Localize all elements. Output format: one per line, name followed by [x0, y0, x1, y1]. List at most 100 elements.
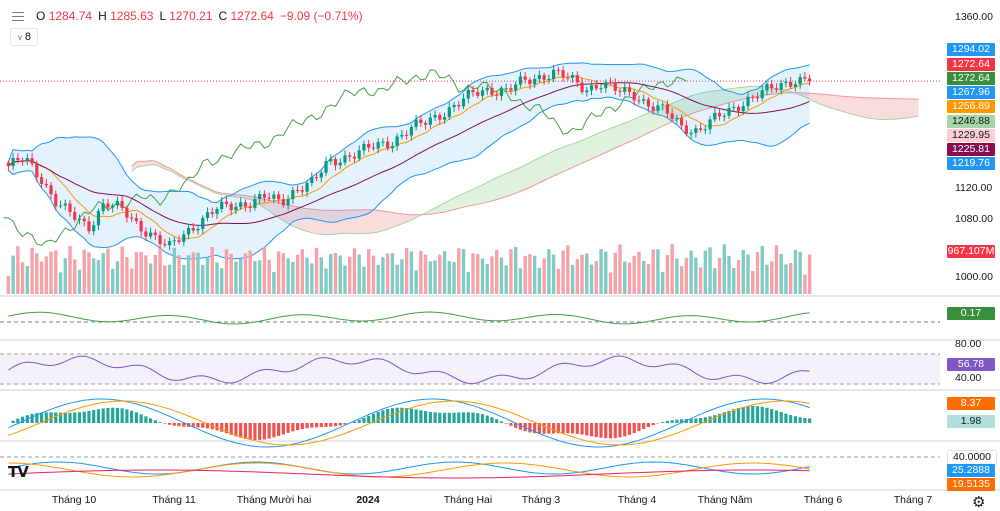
low-label: L	[159, 9, 166, 23]
candle-body	[87, 221, 91, 232]
candle-body	[11, 157, 15, 167]
volume-bar	[679, 266, 684, 294]
volume-bar	[433, 260, 437, 294]
candle-body	[300, 190, 304, 192]
x-tick-label: 2024	[356, 494, 380, 506]
candle-body	[447, 107, 451, 117]
candle-body	[722, 115, 726, 117]
macd-hist-bar	[755, 406, 760, 423]
candle-body	[130, 217, 134, 219]
volume-bar	[68, 246, 72, 294]
candle-body	[471, 89, 475, 93]
candle-body	[248, 206, 252, 208]
x-tick-label: Tháng 10	[51, 494, 97, 506]
volume-bar	[30, 247, 34, 294]
macd-hist-bar	[58, 412, 63, 423]
candle-body	[680, 118, 684, 126]
volume-bar	[803, 274, 807, 294]
volume-bar	[542, 258, 546, 294]
cloud-segment	[501, 173, 507, 199]
gear-icon[interactable]: ⚙	[972, 494, 986, 511]
volume-bar	[376, 264, 380, 294]
macd-hist-bar	[637, 423, 641, 432]
cloud-segment	[823, 94, 829, 108]
cloud-segment	[288, 204, 293, 226]
cloud-segment	[316, 209, 322, 235]
volume-bar	[575, 259, 580, 294]
volume-bar	[400, 259, 404, 294]
candle-body	[54, 194, 58, 207]
macd-hist-bar	[703, 417, 707, 423]
macd-hist-bar	[20, 416, 25, 423]
cloud-segment	[387, 211, 393, 230]
candle-body	[547, 79, 551, 81]
cloud-segment	[615, 124, 620, 149]
macd-hist-bar	[566, 423, 570, 434]
volume-bar	[144, 255, 148, 294]
macd-hist-bar	[295, 423, 300, 431]
menu-icon[interactable]	[12, 11, 24, 21]
cloud-segment	[572, 142, 578, 168]
candle-body	[646, 99, 651, 107]
macd-hist-bar	[324, 423, 328, 427]
volume-bar	[547, 249, 551, 294]
candle-body	[751, 96, 755, 98]
volume-bar	[760, 245, 764, 294]
ichimoku-cloud	[131, 85, 919, 236]
macd-hist-bar	[30, 413, 34, 423]
cloud-segment	[444, 200, 450, 212]
macd-hist-bar	[680, 419, 684, 423]
di-badge: 19.5135	[947, 478, 995, 491]
volume-bar	[447, 261, 451, 294]
volume-bar	[115, 261, 120, 294]
low-value: 1270.21	[169, 9, 213, 23]
candle-body	[442, 116, 447, 120]
cloud-segment	[619, 123, 625, 146]
candle-body	[608, 82, 613, 84]
macd-hist-bar	[329, 423, 333, 427]
cloud-segment	[155, 161, 161, 167]
candle-body	[732, 106, 736, 108]
candle-body	[585, 90, 589, 93]
macd-hist-bar	[623, 423, 627, 437]
candle-body	[314, 177, 319, 179]
macd-hist-bar	[234, 423, 238, 437]
macd-hist-bar	[533, 423, 537, 434]
candle-body	[234, 206, 238, 211]
cloud-segment	[586, 136, 592, 162]
volume-bar	[215, 262, 219, 294]
macd-hist-bar	[139, 414, 143, 423]
macd-hist-bar	[73, 412, 77, 423]
tradingview-logo[interactable]: TV	[8, 463, 29, 481]
y-tick-label: 1120.00	[955, 182, 993, 194]
cloud-segment	[430, 207, 436, 215]
volume-bar	[167, 264, 172, 294]
cloud-segment	[899, 98, 905, 119]
macd-hist-bar	[54, 412, 58, 423]
indicators-toggle[interactable]: ∨ 8	[10, 28, 38, 46]
x-tick-label: Tháng 3	[521, 494, 561, 506]
candle-body	[376, 141, 380, 149]
candle-body	[35, 163, 39, 178]
macd-hist-bar	[286, 423, 290, 433]
volume-bar	[414, 270, 418, 294]
cloud-segment	[515, 167, 521, 194]
macd-hist-bar	[632, 423, 636, 434]
cloud-segment	[582, 138, 587, 164]
macd-hist-bar	[16, 418, 20, 423]
candle-body	[139, 220, 143, 232]
candle-body	[461, 98, 466, 107]
bollinger-lower	[8, 96, 810, 260]
macd-hist-bar	[381, 410, 385, 423]
macd-hist-bar	[589, 423, 594, 437]
macd-hist-bar	[414, 409, 418, 423]
y-tick-label: 1000.00	[955, 271, 993, 283]
ohlc-header: O 1284.74 H 1285.63 L 1270.21 C 1272.64 …	[12, 9, 363, 23]
macd-hist-bar	[808, 418, 812, 423]
cloud-segment	[629, 119, 635, 142]
macd-hist-bar	[751, 406, 755, 423]
candle-body	[789, 81, 793, 87]
candle-body	[717, 112, 722, 117]
volume-bar	[73, 259, 77, 294]
